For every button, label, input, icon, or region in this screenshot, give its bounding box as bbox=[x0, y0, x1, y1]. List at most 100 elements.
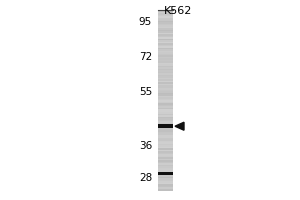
Bar bbox=[158, 76, 173, 78]
Bar bbox=[158, 169, 173, 171]
Bar bbox=[158, 77, 173, 79]
Text: 36: 36 bbox=[139, 141, 152, 151]
Bar bbox=[158, 40, 173, 42]
Bar bbox=[158, 142, 173, 144]
Bar bbox=[158, 92, 173, 95]
Bar bbox=[158, 127, 173, 129]
Bar bbox=[158, 154, 173, 156]
Bar bbox=[158, 180, 173, 182]
Bar bbox=[158, 148, 173, 150]
Bar bbox=[158, 184, 173, 186]
Bar bbox=[158, 156, 173, 158]
Bar bbox=[158, 32, 173, 34]
Bar bbox=[158, 15, 173, 17]
Bar bbox=[158, 181, 173, 183]
Bar bbox=[158, 102, 173, 104]
Text: 72: 72 bbox=[139, 52, 152, 62]
Bar bbox=[158, 55, 173, 57]
Bar bbox=[158, 173, 173, 176]
Bar bbox=[158, 94, 173, 96]
Bar bbox=[158, 74, 173, 76]
Bar bbox=[158, 151, 173, 153]
Bar bbox=[158, 130, 173, 132]
Bar bbox=[158, 67, 173, 69]
Bar bbox=[158, 10, 173, 12]
Bar bbox=[158, 88, 173, 90]
Bar bbox=[158, 85, 173, 87]
Bar bbox=[158, 80, 173, 82]
Bar bbox=[158, 109, 173, 111]
Bar bbox=[158, 37, 173, 39]
Bar bbox=[158, 42, 173, 44]
Bar bbox=[158, 22, 173, 24]
Bar bbox=[158, 168, 173, 170]
Bar bbox=[158, 176, 173, 178]
Bar bbox=[158, 103, 173, 105]
Bar bbox=[158, 18, 173, 20]
Bar bbox=[158, 61, 173, 63]
Bar bbox=[158, 106, 173, 108]
Bar bbox=[158, 172, 173, 174]
Bar bbox=[158, 178, 173, 180]
Bar bbox=[158, 29, 173, 31]
Bar bbox=[158, 90, 173, 92]
Bar bbox=[158, 152, 173, 154]
Bar bbox=[158, 19, 173, 21]
Bar bbox=[158, 188, 173, 190]
Bar bbox=[158, 98, 173, 100]
Bar bbox=[158, 122, 173, 124]
Bar bbox=[158, 164, 173, 166]
Bar bbox=[158, 52, 173, 54]
Bar bbox=[158, 96, 173, 98]
Bar bbox=[158, 97, 173, 99]
Bar bbox=[158, 145, 173, 147]
Bar bbox=[158, 64, 173, 66]
Bar bbox=[158, 186, 173, 188]
Bar bbox=[158, 175, 173, 177]
Bar bbox=[158, 21, 173, 22]
Bar bbox=[158, 115, 173, 117]
Bar bbox=[158, 112, 173, 114]
Bar bbox=[158, 121, 173, 123]
Polygon shape bbox=[175, 122, 184, 130]
Bar bbox=[158, 11, 173, 14]
Bar bbox=[158, 172, 173, 175]
Bar bbox=[158, 68, 173, 71]
Bar bbox=[158, 46, 173, 48]
Bar bbox=[158, 86, 173, 88]
Bar bbox=[158, 166, 173, 168]
Bar bbox=[158, 36, 173, 38]
Bar bbox=[158, 56, 173, 58]
Bar bbox=[158, 133, 173, 135]
Bar bbox=[158, 160, 173, 162]
Bar bbox=[158, 58, 173, 60]
Bar bbox=[158, 73, 173, 75]
Bar bbox=[158, 150, 173, 152]
Bar bbox=[158, 108, 173, 110]
Bar bbox=[158, 47, 173, 49]
Bar bbox=[158, 25, 173, 27]
Bar bbox=[158, 26, 173, 28]
Bar bbox=[158, 60, 173, 62]
Bar bbox=[158, 72, 173, 73]
Bar bbox=[158, 100, 173, 102]
Bar bbox=[158, 91, 173, 93]
Bar bbox=[158, 118, 173, 120]
Bar bbox=[158, 182, 173, 184]
Bar bbox=[158, 34, 173, 36]
Bar bbox=[158, 23, 173, 25]
Bar bbox=[158, 119, 173, 121]
Bar bbox=[158, 28, 173, 30]
Bar bbox=[158, 49, 173, 51]
Text: K562: K562 bbox=[164, 6, 192, 16]
Bar bbox=[158, 104, 173, 106]
Bar bbox=[158, 170, 173, 172]
Bar bbox=[158, 16, 173, 18]
Bar bbox=[158, 10, 173, 190]
Bar bbox=[158, 84, 173, 86]
Bar bbox=[158, 38, 173, 40]
Bar bbox=[158, 144, 173, 146]
Bar bbox=[158, 124, 173, 126]
Bar bbox=[158, 82, 173, 84]
Bar bbox=[158, 163, 173, 165]
